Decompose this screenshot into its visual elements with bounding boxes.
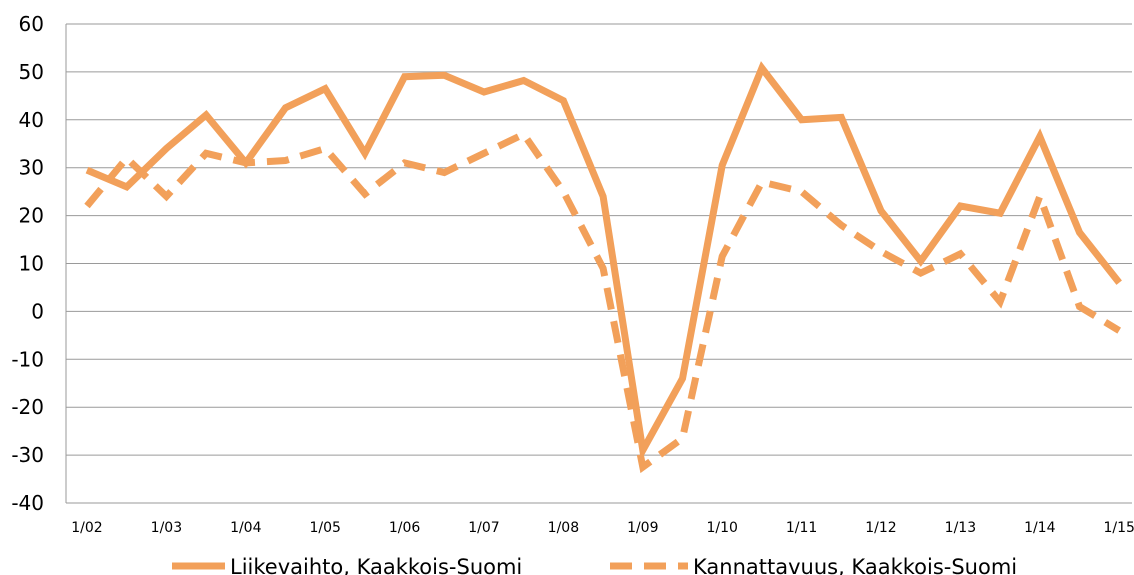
x-tick-label: 1/11 (786, 520, 817, 536)
x-tick-label: 1/02 (71, 520, 102, 536)
y-tick-label: -40 (11, 491, 44, 515)
y-tick-label: -20 (11, 395, 44, 419)
legend-label: Kannattavuus, Kaakkois-Suomi (693, 555, 1017, 575)
x-tick-label: 1/05 (309, 520, 340, 536)
y-tick-label: 0 (31, 299, 44, 323)
x-tick-label: 1/15 (1103, 520, 1134, 536)
legend-label: Liikevaihto, Kaakkois-Suomi (230, 555, 522, 575)
x-tick-label: 1/14 (1024, 520, 1056, 536)
series-line-liikevaihto (85, 61, 1122, 461)
x-tick-label: 1/03 (151, 520, 182, 536)
y-tick-label: 50 (19, 60, 44, 84)
x-tick-label: 1/12 (865, 520, 896, 536)
x-tick-label: 1/08 (548, 520, 579, 536)
x-tick-label: 1/07 (468, 520, 499, 536)
series-lines (84, 61, 1122, 474)
x-tick-label: 1/13 (945, 520, 976, 536)
y-tick-label: 20 (19, 204, 44, 228)
y-axis: 60 50 40 30 20 10 0 -10 -20 -30 -40 (11, 12, 67, 515)
y-tick-label: 60 (19, 12, 44, 36)
series-line-kannattavuus (84, 129, 1122, 474)
x-tick-label: 1/09 (627, 520, 658, 536)
y-tick-label: 30 (19, 156, 44, 180)
x-tick-label: 1/06 (389, 520, 421, 536)
x-tick-label: 1/04 (230, 520, 262, 536)
y-tick-label: 40 (19, 108, 44, 132)
y-tick-label: -10 (11, 347, 44, 371)
x-tick-label: 1/10 (706, 520, 737, 536)
x-axis: 1/02 1/03 1/04 1/05 1/06 1/07 1/08 1/09 1/10 1/11… (71, 520, 1134, 536)
legend: Liikevaihto, Kaakkois-Suomi Kannattavuus,… (172, 555, 1017, 575)
y-tick-label: 10 (19, 252, 44, 276)
y-tick-label: -30 (11, 443, 44, 467)
